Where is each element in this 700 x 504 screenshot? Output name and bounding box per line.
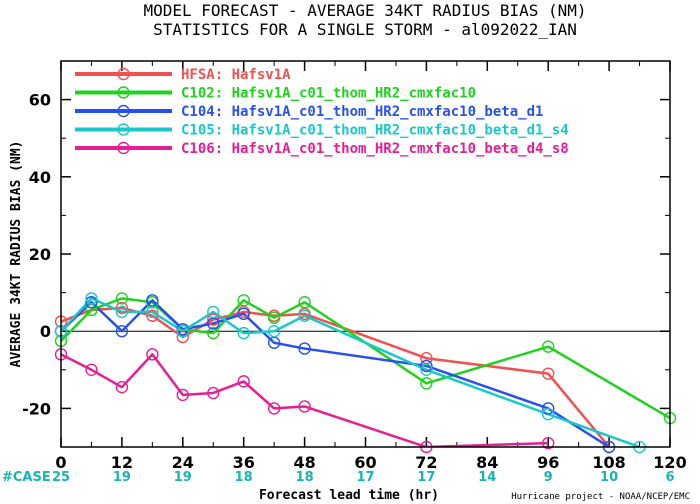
y-tick-label: 40	[29, 168, 51, 187]
y-tick-label: 20	[29, 245, 51, 264]
data-point-5	[85, 363, 98, 376]
data-point-5	[207, 386, 220, 400]
chart-subtitle: STATISTICS FOR A SINGLE STORM - al092022…	[153, 20, 577, 39]
markers-group	[54, 292, 677, 454]
data-point-2	[207, 326, 220, 340]
data-point-2	[237, 294, 250, 307]
data-point-4	[267, 325, 281, 338]
data-point-2	[267, 311, 281, 324]
y-axis-label: AVERAGE 34KT RADIUS BIAS (NM)	[9, 141, 24, 368]
case-count: 6	[665, 470, 674, 485]
data-point-3	[115, 325, 129, 338]
credit-text: Hurricane project - NOAA/NCEP/EMC	[511, 492, 690, 502]
case-count: 18	[296, 470, 314, 485]
x-tick-label: 84	[476, 453, 498, 472]
case-count: 14	[478, 470, 496, 485]
legend-label-2: C102: Hafsv1A_c01_thom_HR2_cmxfac10	[181, 86, 476, 102]
x-tick-label: 96	[537, 453, 559, 472]
y-tick-label: -20	[22, 399, 51, 418]
case-count: 18	[235, 470, 253, 485]
x-tick-label: 48	[293, 453, 315, 472]
data-point-4	[542, 407, 555, 421]
data-point-5	[146, 348, 159, 361]
series-line-5	[61, 353, 549, 447]
legend: HFSA: Hafsv1A C102: Hafsv1A_c01_thom_HR2_…	[75, 67, 569, 157]
data-point-5	[298, 400, 311, 413]
legend-label-4: C105: Hafsv1A_c01_thom_HR2_cmxfac10_beta…	[181, 123, 569, 139]
data-point-5	[115, 380, 129, 394]
data-point-5	[176, 388, 190, 402]
data-point-4	[146, 305, 159, 319]
case-count: 25	[52, 470, 70, 485]
case-count: 17	[417, 470, 435, 485]
data-point-3	[420, 359, 433, 373]
y-tick-label: 60	[29, 91, 51, 110]
series-line-3	[61, 299, 610, 447]
x-tick-label: 0	[55, 453, 66, 472]
case-count-label: #CASE	[2, 470, 51, 485]
data-point-4	[237, 326, 250, 340]
legend-marker-2	[117, 86, 130, 99]
data-point-2	[115, 292, 129, 305]
legend-marker-4	[117, 123, 130, 136]
data-point-2	[298, 296, 311, 309]
data-point-5	[237, 375, 250, 388]
x-tick-label: 12	[111, 453, 133, 472]
data-point-3	[542, 402, 555, 415]
case-count: 19	[113, 470, 131, 485]
x-tick-label: 108	[592, 453, 625, 472]
data-point-1	[542, 367, 555, 380]
data-point-4	[298, 309, 311, 322]
x-axis-label: Forecast lead time (hr)	[259, 488, 439, 503]
data-point-4	[176, 325, 190, 338]
case-count: 10	[600, 470, 618, 485]
data-point-3	[85, 296, 98, 309]
data-point-3	[237, 307, 250, 321]
legend-label-1: HFSA: Hafsv1A	[181, 67, 291, 83]
legend-label-5: C106: Hafsv1A_c01_thom_HR2_cmxfac10_beta…	[181, 141, 569, 157]
data-point-3	[298, 342, 311, 355]
data-point-4	[85, 292, 98, 305]
legend-marker-3	[117, 104, 130, 118]
case-count: 17	[356, 470, 374, 485]
x-tick-label: 72	[415, 453, 437, 472]
case-count: 9	[544, 470, 553, 485]
data-point-4	[207, 305, 220, 319]
legend-marker-5	[117, 141, 130, 155]
data-point-5	[267, 402, 281, 415]
case-count: 19	[174, 470, 192, 485]
plot-frame	[60, 60, 671, 448]
legend-label-3: C104: Hafsv1A_c01_thom_HR2_cmxfac10_beta…	[181, 104, 543, 120]
data-point-1	[176, 330, 190, 344]
data-point-1	[146, 309, 159, 322]
legend-marker-1	[117, 67, 130, 81]
x-tick-label: 120	[653, 453, 686, 472]
x-tick-label: 24	[172, 453, 194, 472]
chart-title: MODEL FORECAST - AVERAGE 34KT RADIUS BIA…	[143, 1, 586, 20]
data-point-1	[207, 313, 220, 326]
data-point-2	[420, 377, 433, 390]
data-point-4	[115, 305, 129, 319]
y-tick-label: 0	[40, 322, 51, 341]
data-point-2	[542, 340, 555, 353]
data-point-4	[420, 363, 433, 376]
data-point-5	[542, 436, 555, 450]
data-point-1	[115, 301, 129, 315]
x-tick-label: 60	[354, 453, 376, 472]
series-line-4	[61, 297, 640, 447]
x-tick-label: 36	[233, 453, 255, 472]
